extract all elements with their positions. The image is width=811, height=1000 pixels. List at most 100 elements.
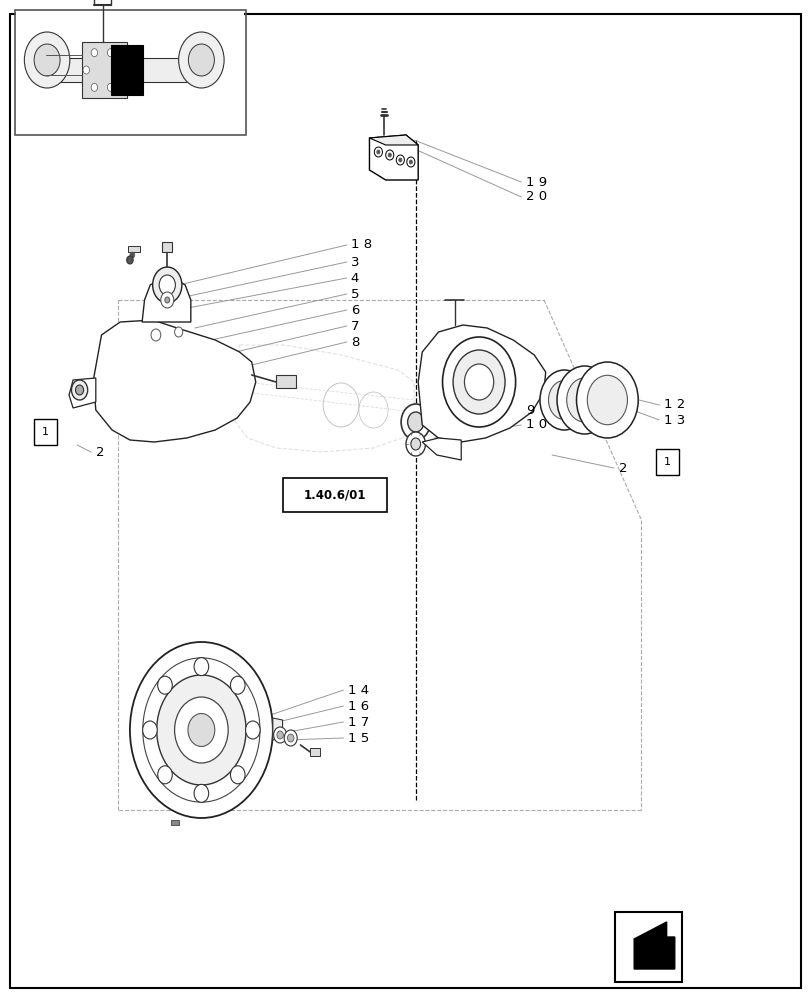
Circle shape <box>401 404 430 440</box>
Circle shape <box>115 66 122 74</box>
Text: 1 5: 1 5 <box>347 732 368 744</box>
Polygon shape <box>93 320 255 442</box>
Circle shape <box>406 157 414 167</box>
Circle shape <box>157 675 246 785</box>
Circle shape <box>284 730 297 746</box>
Circle shape <box>152 267 182 303</box>
Circle shape <box>194 784 208 802</box>
Circle shape <box>194 658 208 676</box>
Bar <box>276 375 296 388</box>
Bar <box>282 478 386 512</box>
Text: 9: 9 <box>526 403 534 416</box>
Circle shape <box>91 49 97 57</box>
Bar <box>310 748 320 756</box>
Circle shape <box>406 432 425 456</box>
Circle shape <box>165 297 169 303</box>
Bar <box>128 246 140 252</box>
Text: 3: 3 <box>350 255 358 268</box>
Text: 1 3: 1 3 <box>663 414 684 426</box>
Text: 1 4: 1 4 <box>347 684 368 696</box>
Polygon shape <box>369 135 418 180</box>
Circle shape <box>586 375 627 425</box>
Circle shape <box>174 697 228 763</box>
Circle shape <box>187 714 214 746</box>
Circle shape <box>556 366 611 434</box>
Circle shape <box>151 329 161 341</box>
Bar <box>655 449 678 475</box>
Circle shape <box>374 147 382 157</box>
Circle shape <box>71 380 88 400</box>
Text: 6: 6 <box>350 304 358 316</box>
Bar <box>110 45 143 95</box>
Text: 1 9: 1 9 <box>526 176 547 188</box>
Circle shape <box>188 44 214 76</box>
Circle shape <box>277 731 283 739</box>
Circle shape <box>566 378 602 422</box>
Circle shape <box>161 292 174 308</box>
Bar <box>162 242 172 252</box>
Circle shape <box>245 721 260 739</box>
Circle shape <box>385 150 393 160</box>
Circle shape <box>576 362 637 438</box>
Text: 5: 5 <box>350 288 358 300</box>
Text: 1: 1 <box>663 457 670 467</box>
Text: 1 0: 1 0 <box>526 418 547 432</box>
Bar <box>16 12 244 133</box>
Bar <box>34 419 57 445</box>
Circle shape <box>130 642 272 818</box>
Circle shape <box>230 676 245 694</box>
Circle shape <box>157 766 172 784</box>
Circle shape <box>75 385 84 395</box>
Circle shape <box>376 150 380 154</box>
Circle shape <box>143 721 157 739</box>
Polygon shape <box>418 325 545 442</box>
Circle shape <box>442 337 515 427</box>
Bar <box>45 58 191 82</box>
Circle shape <box>464 364 493 400</box>
Circle shape <box>230 766 245 784</box>
Bar <box>15 10 246 135</box>
Text: 2: 2 <box>618 462 626 475</box>
Text: 1 7: 1 7 <box>347 716 368 728</box>
Text: 2 0: 2 0 <box>526 190 547 204</box>
Circle shape <box>409 160 412 164</box>
Bar <box>615 912 681 982</box>
Text: 1: 1 <box>42 427 49 437</box>
Text: 1 8: 1 8 <box>350 238 371 251</box>
Polygon shape <box>422 438 461 460</box>
Circle shape <box>159 275 175 295</box>
Text: 7: 7 <box>350 320 358 332</box>
Polygon shape <box>369 135 418 145</box>
Text: 2: 2 <box>96 446 104 458</box>
Circle shape <box>178 32 224 88</box>
Text: 8: 8 <box>350 336 358 349</box>
Circle shape <box>453 350 504 414</box>
Polygon shape <box>633 922 674 969</box>
Circle shape <box>539 370 588 430</box>
Text: 1 6: 1 6 <box>347 700 368 712</box>
Circle shape <box>83 66 89 74</box>
Circle shape <box>398 158 401 162</box>
Polygon shape <box>142 280 191 322</box>
Polygon shape <box>69 378 96 408</box>
Circle shape <box>410 438 420 450</box>
Circle shape <box>287 734 294 742</box>
Circle shape <box>407 412 423 432</box>
Circle shape <box>91 83 97 91</box>
Text: 1 2: 1 2 <box>663 398 684 412</box>
Circle shape <box>127 256 133 264</box>
Circle shape <box>157 676 172 694</box>
Text: 4: 4 <box>350 271 358 284</box>
Circle shape <box>388 153 391 157</box>
Circle shape <box>107 49 114 57</box>
Circle shape <box>548 380 579 420</box>
Bar <box>82 42 127 98</box>
Text: 1.40.6/01: 1.40.6/01 <box>303 488 365 502</box>
Circle shape <box>273 727 286 743</box>
Circle shape <box>107 83 114 91</box>
Circle shape <box>34 44 60 76</box>
Bar <box>170 820 178 825</box>
Circle shape <box>24 32 70 88</box>
Circle shape <box>130 252 135 258</box>
Polygon shape <box>272 718 282 740</box>
